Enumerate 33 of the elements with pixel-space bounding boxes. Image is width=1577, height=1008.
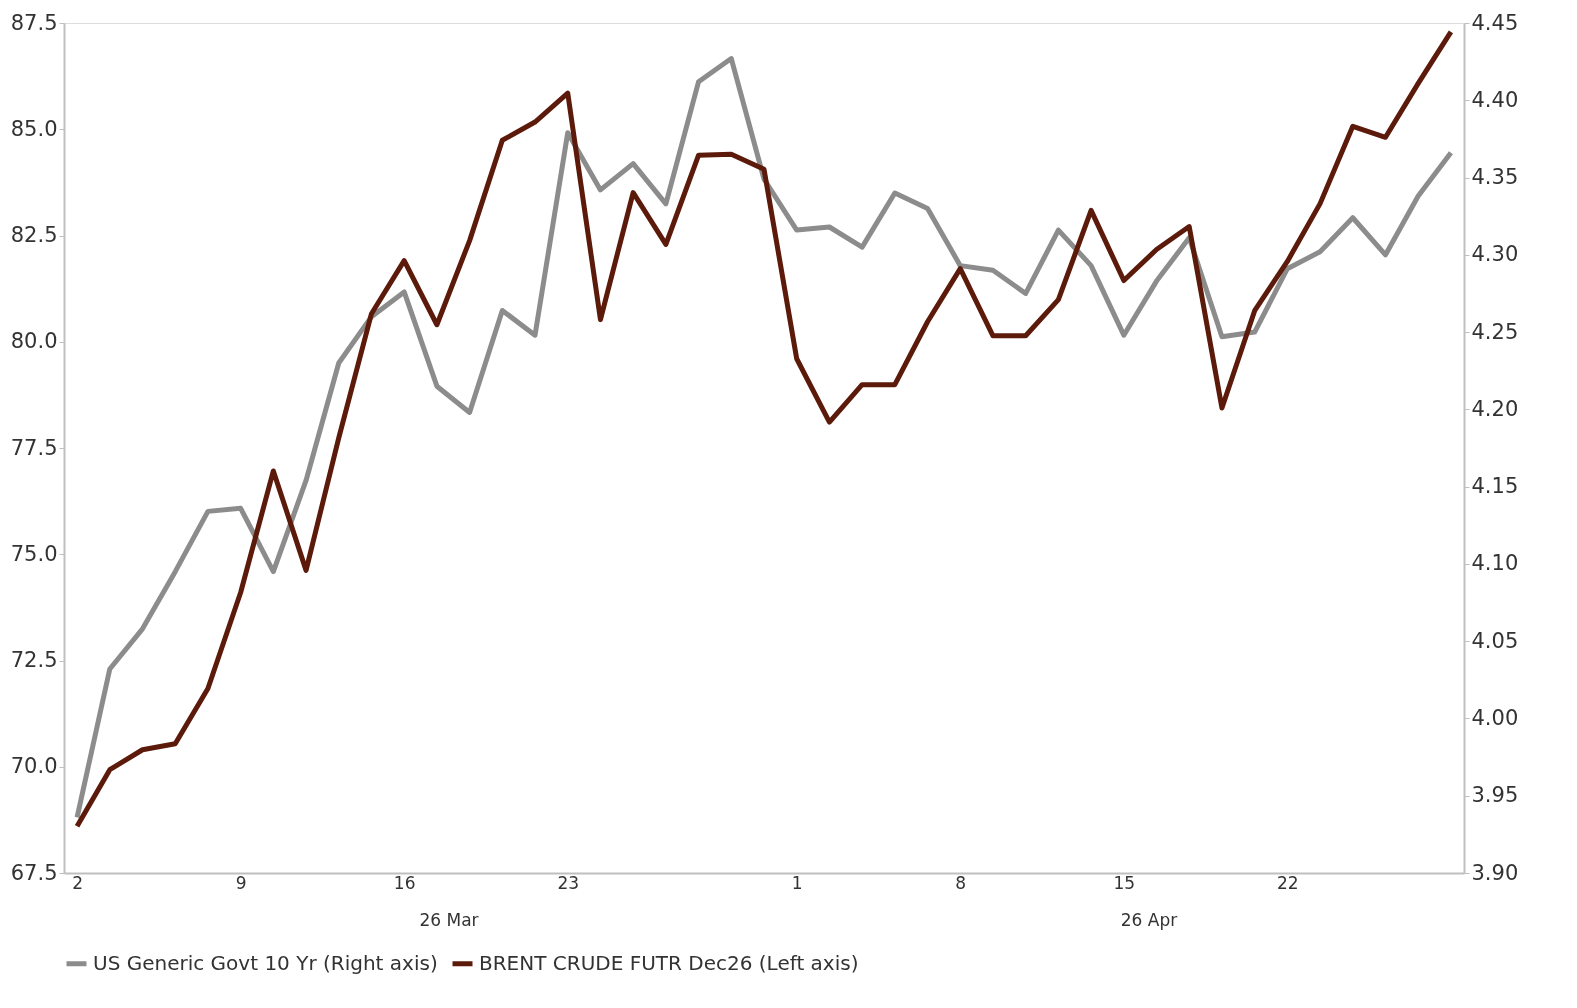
y2-tick-label: 4.45 [1471,10,1519,35]
x-tick-label: 2 [72,872,83,893]
y-tick-label: 75.0 [10,541,58,566]
y2-tick-label: 4.05 [1471,628,1519,653]
y-tick-label: 67.5 [10,860,58,885]
y2-tick-label: 4.40 [1471,87,1519,112]
x-tick-label: 22 [1277,872,1299,893]
y-tick-label: 85.0 [10,116,58,141]
x-tick-label: 15 [1113,872,1136,893]
y2-tick-label: 3.90 [1471,860,1519,885]
text: 26 Apr [1120,910,1178,930]
y2-tick-label: 4.15 [1471,474,1519,499]
y2-tick-label: 3.95 [1471,783,1519,808]
y2-tick-label: 4.10 [1471,551,1519,576]
y2-tick-label: 4.20 [1471,396,1519,421]
x-tick-label: 1 [791,872,803,893]
y2-tick-label: 4.35 [1471,165,1519,190]
y2-tick-label: 4.25 [1471,319,1519,344]
legend-label: BRENT CRUDE FUTR Dec26 (Left axis) [479,950,859,975]
y2-tick-label: 4.00 [1471,705,1519,730]
y-tick-label: 70.0 [10,754,58,779]
x-tick-label: 16 [393,872,416,893]
y-tick-label: 87.5 [10,10,58,35]
x-tick-label: 23 [557,872,580,893]
y-tick-label: 72.5 [10,648,58,672]
y-tick-label: 82.5 [10,223,58,247]
y-tick-label: 80.0 [10,329,58,354]
legend-label: US Generic Govt 10 Yr (Right axis) [93,950,438,975]
x-tick-label: 8 [955,872,967,893]
y2-tick-label: 4.30 [1471,242,1519,267]
x-tick-label: 9 [235,872,247,893]
y-tick-label: 77.5 [10,435,58,460]
text: 26 Mar [419,910,479,930]
